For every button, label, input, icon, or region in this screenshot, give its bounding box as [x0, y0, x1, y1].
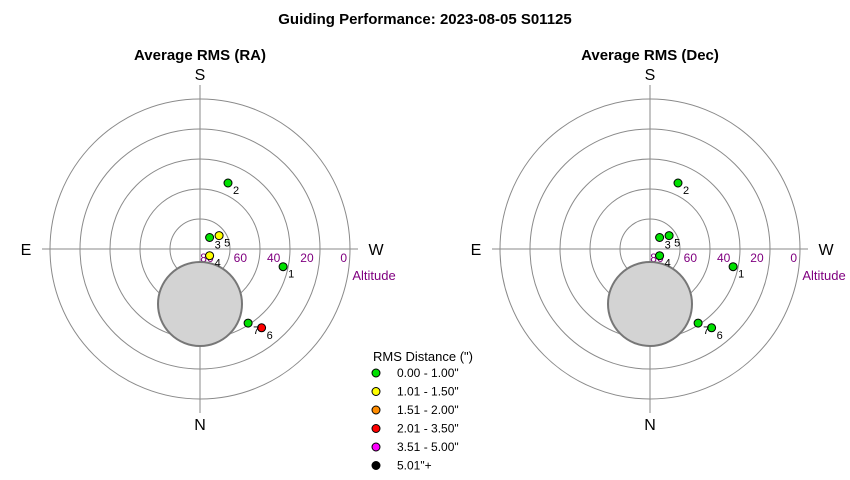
legend-title: RMS Distance (")	[373, 349, 473, 364]
legend: RMS Distance (") 0.00 - 1.00" 1.01 - 1.50"…	[371, 349, 473, 473]
data-point	[214, 231, 224, 241]
data-point-label: 5	[224, 238, 230, 250]
legend-item-label: 0.00 - 1.00"	[397, 366, 459, 380]
data-point	[278, 262, 288, 272]
compass-south: S	[645, 67, 656, 84]
data-point	[664, 231, 674, 241]
data-point-label: 3	[215, 240, 221, 252]
legend-swatch	[371, 424, 381, 433]
data-point-label: 6	[267, 330, 273, 342]
compass-east: E	[21, 242, 32, 259]
altitude-tick-label: 60	[234, 251, 248, 265]
altitude-tick-label: 60	[684, 251, 698, 265]
altitude-tick-label: 0	[340, 251, 347, 265]
data-point	[707, 323, 717, 333]
altitude-axis-label: Altitude	[352, 268, 395, 283]
data-point-label: 2	[233, 185, 239, 197]
compass-south: S	[195, 67, 206, 84]
legend-item-label: 1.51 - 2.00"	[397, 403, 459, 417]
data-point-label: 5	[674, 238, 680, 250]
altitude-tick-label: 20	[750, 251, 764, 265]
compass-east: E	[471, 242, 482, 259]
legend-swatch	[371, 461, 381, 470]
legend-swatch	[371, 442, 381, 452]
data-point	[728, 262, 738, 272]
altitude-tick-label: 0	[790, 251, 797, 265]
compass-north: N	[644, 417, 656, 434]
data-point-label: 4	[215, 258, 221, 270]
legend-item-label: 2.01 - 3.50"	[397, 422, 459, 436]
chart-title: Guiding Performance: 2023-08-05 S01125	[278, 11, 571, 28]
data-point-label: 2	[683, 185, 689, 197]
plot-title: Average RMS (Dec)	[581, 47, 719, 64]
legend-item-label: 3.51 - 5.00"	[397, 440, 459, 454]
data-point	[655, 233, 665, 242]
data-point-label: 1	[738, 269, 744, 281]
data-point	[205, 251, 215, 261]
data-point	[243, 318, 253, 328]
data-point-label: 7	[253, 325, 259, 337]
legend-item-label: 1.01 - 1.50"	[397, 385, 459, 399]
altitude-tick-label: 40	[267, 251, 281, 265]
data-point	[223, 178, 233, 188]
data-point	[655, 251, 665, 261]
zenith-obstruction-disk	[607, 261, 693, 347]
data-point-label: 1	[288, 269, 294, 281]
data-point	[673, 178, 683, 188]
legend-swatch	[371, 368, 381, 378]
compass-west: W	[368, 242, 384, 259]
legend-swatch	[371, 405, 381, 415]
altitude-tick-label: 20	[300, 251, 314, 265]
polar-plot-dec: Average RMS (Dec)SNEW806040200Altitude12…	[471, 47, 846, 434]
data-point-label: 7	[703, 325, 709, 337]
data-point	[257, 323, 267, 333]
plot-title: Average RMS (RA)	[134, 47, 266, 64]
legend-swatch	[371, 387, 381, 396]
zenith-obstruction-disk	[157, 261, 243, 347]
compass-west: W	[818, 242, 834, 259]
data-point	[693, 318, 703, 328]
legend-item-label: 5.01"+	[397, 459, 432, 473]
data-point	[205, 233, 215, 242]
polar-plot-ra: Average RMS (RA)SNEW806040200Altitude123…	[21, 47, 396, 434]
altitude-axis-label: Altitude	[802, 268, 845, 283]
data-point-label: 3	[665, 240, 671, 252]
altitude-tick-label: 40	[717, 251, 731, 265]
compass-north: N	[194, 417, 206, 434]
data-point-label: 4	[665, 258, 671, 270]
data-point-label: 6	[717, 330, 723, 342]
